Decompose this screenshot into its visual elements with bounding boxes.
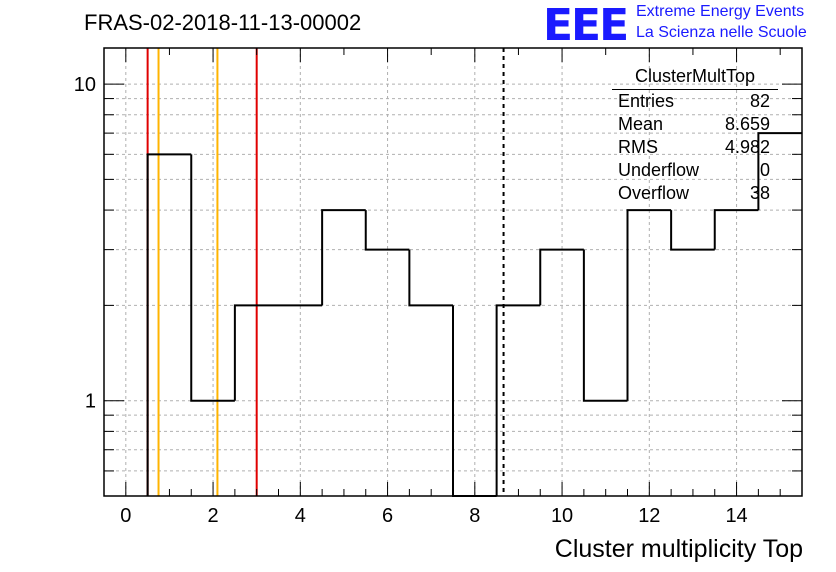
histogram-bin [670,210,715,251]
stats-row-underflow: Underflow 0 [612,159,778,182]
stats-value: 8.659 [724,114,770,134]
stats-row-entries: Entries 82 [612,90,778,113]
stats-label: Underflow [618,160,700,180]
histogram-bin [539,248,584,306]
histogram-bin [713,209,759,250]
x-tick-label: 12 [638,505,660,527]
stats-value: 82 [749,91,770,111]
stats-value: 4.982 [724,137,770,157]
x-axis-label: Cluster multiplicity Top [554,535,803,563]
x-tick-label: 6 [382,505,393,527]
stats-row-rms: RMS 4.982 [612,136,778,159]
x-tick-label: 4 [295,505,306,527]
y-tick-label: 1 [85,391,96,413]
histogram-bin [495,304,541,496]
stats-label: RMS [618,137,658,157]
stats-label: Mean [618,114,664,134]
axis-ticks: 0 2 4 6 8 10 12 14 1 10 [74,48,803,527]
histogram-bin [408,249,453,307]
histogram-bin [233,304,279,401]
x-tick-label: 2 [208,505,219,527]
stats-value: 0 [759,160,770,180]
stats-row-mean: Mean 8.659 [612,113,778,136]
stats-label: Overflow [618,183,690,203]
chart-title: FRAS-02-2018-11-13-00002 [84,10,362,35]
eee-logo: EEE [543,0,629,51]
histogram-bin [146,153,192,496]
stats-row-overflow: Overflow 38 [612,182,778,205]
histogram-bin [190,154,235,402]
logo-subtitle-1: Extreme Energy Events [636,3,805,20]
histogram-bin [321,209,366,306]
stats-label: Entries [618,91,675,111]
x-tick-label: 14 [725,505,747,527]
histogram-bin [757,132,802,211]
histogram-bin [364,210,410,251]
stats-title: ClusterMultTop [612,66,778,90]
x-tick-label: 8 [469,505,480,527]
logo-subtitle-2: La Scienza nelle Scuole [636,24,807,41]
x-tick-label: 10 [551,505,573,527]
stats-box: ClusterMultTop Entries 82 Mean 8.659 RMS… [612,66,778,205]
histogram-bin [582,249,628,402]
x-tick-label: 0 [120,505,131,527]
stats-value: 38 [749,183,770,203]
histogram-bin [626,209,672,401]
y-tick-label: 10 [74,74,96,96]
